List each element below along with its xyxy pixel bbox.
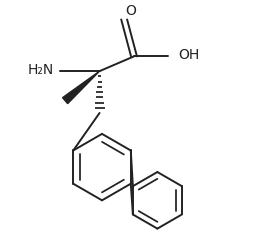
Text: H₂N: H₂N: [28, 63, 54, 77]
Text: O: O: [125, 4, 136, 18]
Text: OH: OH: [178, 48, 200, 62]
Polygon shape: [62, 71, 99, 104]
